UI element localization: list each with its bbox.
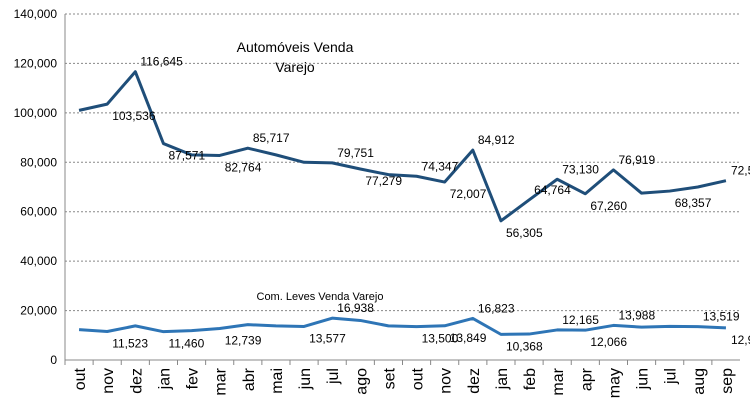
x-tick-label: ago bbox=[353, 368, 370, 395]
annotation: Varejo bbox=[275, 59, 315, 75]
x-tick-label: out bbox=[410, 367, 427, 390]
x-tick-label: dez bbox=[466, 368, 483, 394]
data-label: 85,717 bbox=[253, 131, 290, 145]
x-tick-label: jan bbox=[156, 368, 173, 390]
data-label: 13,500 bbox=[422, 332, 459, 346]
y-tick-label: 60,000 bbox=[20, 205, 57, 219]
x-tick-label: abr bbox=[241, 367, 258, 391]
data-label: 67,260 bbox=[590, 199, 627, 213]
x-tick-label: mar bbox=[213, 367, 230, 395]
x-tick-label: may bbox=[606, 368, 623, 398]
data-label: 103,536 bbox=[112, 109, 156, 123]
data-label: 16,823 bbox=[478, 301, 515, 315]
data-label: 73,130 bbox=[562, 162, 599, 176]
y-tick-label: 80,000 bbox=[20, 155, 57, 169]
annotation: Automóveis Venda bbox=[237, 39, 354, 55]
data-label: 72,565 bbox=[731, 164, 750, 178]
x-tick-label: sep bbox=[719, 368, 736, 394]
data-label: 79,751 bbox=[337, 146, 374, 160]
y-tick-label: 140,000 bbox=[14, 7, 58, 21]
data-label: 12,977 bbox=[731, 333, 750, 347]
series-line bbox=[78, 316, 727, 336]
series-line bbox=[78, 70, 727, 223]
x-tick-label: aug bbox=[691, 368, 708, 395]
data-label: 76,919 bbox=[618, 153, 655, 167]
x-tick-label: feb bbox=[522, 368, 539, 390]
y-tick-label: 20,000 bbox=[20, 304, 57, 318]
x-tick-label: mai bbox=[269, 368, 286, 394]
data-label: 12,066 bbox=[590, 335, 627, 349]
data-label: 13,519 bbox=[703, 310, 740, 324]
y-tick-label: 40,000 bbox=[20, 254, 57, 268]
data-label: 12,165 bbox=[562, 313, 599, 327]
x-tick-label: apr bbox=[578, 367, 595, 391]
data-label: 13,988 bbox=[618, 308, 655, 322]
data-label: 74,347 bbox=[422, 159, 459, 173]
data-label: 56,305 bbox=[506, 226, 543, 240]
y-tick-label: 0 bbox=[50, 353, 57, 367]
x-tick-label: nov bbox=[100, 368, 117, 394]
x-tick-label: jul bbox=[663, 368, 680, 385]
x-tick-label: jun bbox=[297, 368, 314, 390]
data-label: 116,645 bbox=[140, 55, 183, 69]
x-tick-label: out bbox=[72, 367, 89, 390]
x-tick-label: dez bbox=[128, 368, 145, 394]
data-label: 87,571 bbox=[168, 149, 205, 163]
data-label: 11,460 bbox=[168, 337, 204, 351]
data-label: 77,279 bbox=[365, 174, 402, 188]
y-tick-label: 120,000 bbox=[14, 56, 58, 70]
x-tick-label: fev bbox=[185, 368, 202, 389]
data-label: 72,007 bbox=[450, 187, 487, 201]
data-label: 84,912 bbox=[478, 133, 515, 147]
x-tick-label: set bbox=[381, 367, 398, 389]
data-label: 64,764 bbox=[534, 183, 571, 197]
data-label: 10,368 bbox=[506, 339, 543, 353]
x-tick-label: mar bbox=[550, 367, 567, 395]
x-tick-label: jan bbox=[494, 368, 511, 390]
x-tick-label: jul bbox=[325, 368, 342, 385]
data-label: 12,739 bbox=[225, 334, 262, 348]
data-label: 82,764 bbox=[225, 160, 262, 174]
y-tick-label: 100,000 bbox=[14, 106, 58, 120]
data-label: 11,523 bbox=[112, 337, 148, 351]
data-label: 13,849 bbox=[450, 331, 487, 345]
x-tick-label: jun bbox=[635, 368, 652, 390]
annotation: Com. Leves Venda Varejo bbox=[257, 291, 384, 303]
x-tick-label: nov bbox=[438, 368, 455, 394]
data-label: 16,938 bbox=[337, 301, 374, 315]
data-label: 68,357 bbox=[675, 196, 712, 210]
data-label: 13,577 bbox=[309, 331, 346, 345]
